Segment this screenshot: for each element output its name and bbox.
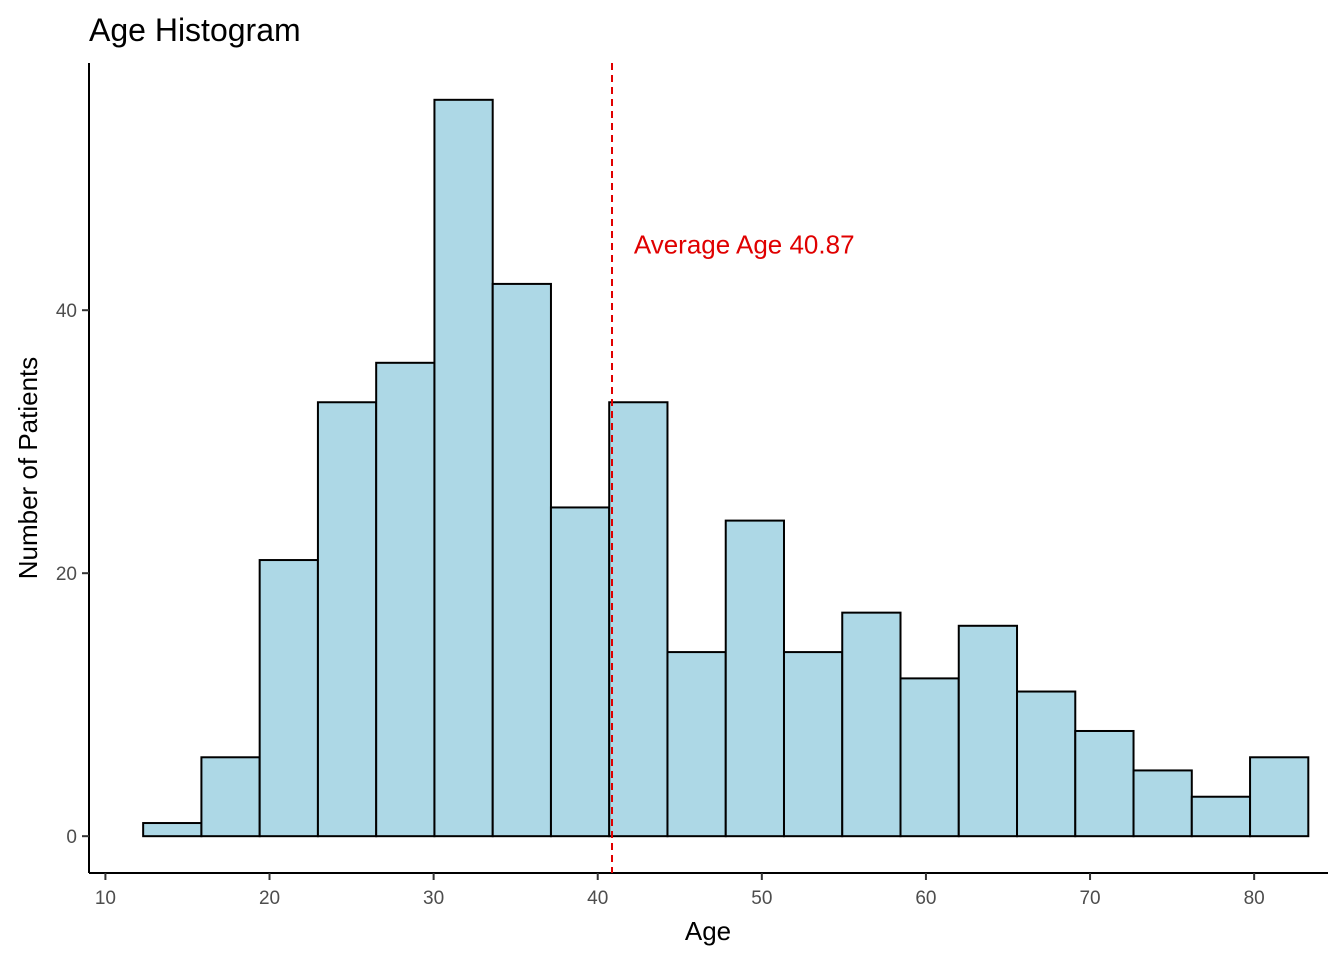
histogram-bar (782, 651, 844, 838)
histogram-bar (899, 677, 960, 838)
histogram-bar (957, 624, 1019, 838)
bars-group (142, 98, 1310, 838)
histogram-bar (200, 756, 261, 838)
x-tick-label: 30 (423, 888, 444, 909)
histogram-bar (608, 401, 669, 838)
histogram-bar (258, 559, 319, 838)
histogram-bar (1249, 756, 1310, 838)
chart-title: Age Histogram (89, 12, 301, 48)
ticks-group: 10 20 30 40 50 60 70 80 0 20 40 (56, 301, 1265, 909)
x-tick-label: 70 (1079, 888, 1100, 909)
x-axis-title: Age (685, 916, 731, 946)
overlay-group: Average Age 40.87 (611, 63, 855, 873)
histogram-bar (375, 361, 436, 838)
y-axis-title: Number of Patients (13, 357, 43, 580)
mean-age-annotation: Average Age 40.87 (634, 230, 855, 260)
x-tick-label: 60 (915, 888, 936, 909)
y-tick-label: 20 (56, 564, 77, 585)
histogram-bar (1016, 690, 1077, 838)
histogram-bar (142, 822, 203, 838)
histogram-bar (666, 651, 727, 838)
x-tick-label: 10 (95, 888, 116, 909)
histogram-bar (549, 506, 611, 838)
histogram-bar (1132, 769, 1193, 838)
histogram-bar (491, 282, 552, 838)
histogram-bar (724, 519, 785, 838)
histogram-bar (1074, 729, 1135, 838)
y-tick-label: 0 (66, 827, 77, 848)
histogram-bar (433, 98, 494, 838)
x-tick-label: 20 (259, 888, 280, 909)
x-tick-label: 50 (751, 888, 772, 909)
histogram-bar (841, 611, 902, 838)
x-tick-label: 80 (1244, 888, 1265, 909)
y-tick-label: 40 (56, 301, 77, 322)
axes-group (88, 63, 1328, 874)
histogram-bar (1190, 795, 1252, 838)
histogram-bar (316, 401, 378, 838)
x-tick-label: 40 (587, 888, 608, 909)
